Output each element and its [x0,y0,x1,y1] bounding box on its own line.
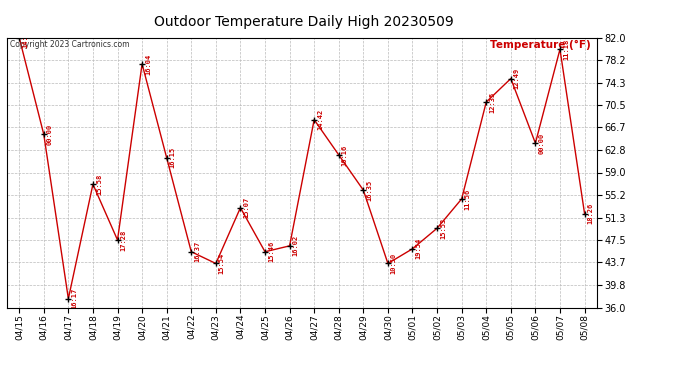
Text: 12:49: 12:49 [514,68,520,89]
Text: 19:54: 19:54 [415,238,422,260]
Text: 16:17: 16:17 [71,288,77,309]
Text: 17:28: 17:28 [121,230,126,251]
Text: 15:53: 15:53 [440,217,446,239]
Text: 16:04: 16:04 [145,53,151,75]
Text: Outdoor Temperature Daily High 20230509: Outdoor Temperature Daily High 20230509 [154,15,453,29]
Text: 12:35: 12:35 [489,92,495,113]
Text: 16:37: 16:37 [194,241,200,262]
Text: 16:02: 16:02 [293,235,299,256]
Text: 15:07: 15:07 [244,197,249,218]
Text: 00:00: 00:00 [47,124,52,145]
Text: 10:50: 10:50 [391,253,397,274]
Text: 14:42: 14:42 [317,109,323,130]
Text: 16:16: 16:16 [342,144,348,165]
Text: 15:58: 15:58 [96,174,102,195]
Text: Temperature (°F): Temperature (°F) [490,40,591,50]
Text: 11:18: 11:18 [563,39,569,60]
Text: 14:15: 14:15 [22,27,28,48]
Text: 16:35: 16:35 [366,180,373,201]
Text: 15:46: 15:46 [268,241,274,262]
Text: 15:54: 15:54 [219,253,225,274]
Text: 11:56: 11:56 [464,188,471,210]
Text: Copyright 2023 Cartronics.com: Copyright 2023 Cartronics.com [10,40,129,49]
Text: 00:00: 00:00 [538,132,544,154]
Text: 16:15: 16:15 [170,147,176,168]
Text: 18:26: 18:26 [587,203,593,224]
